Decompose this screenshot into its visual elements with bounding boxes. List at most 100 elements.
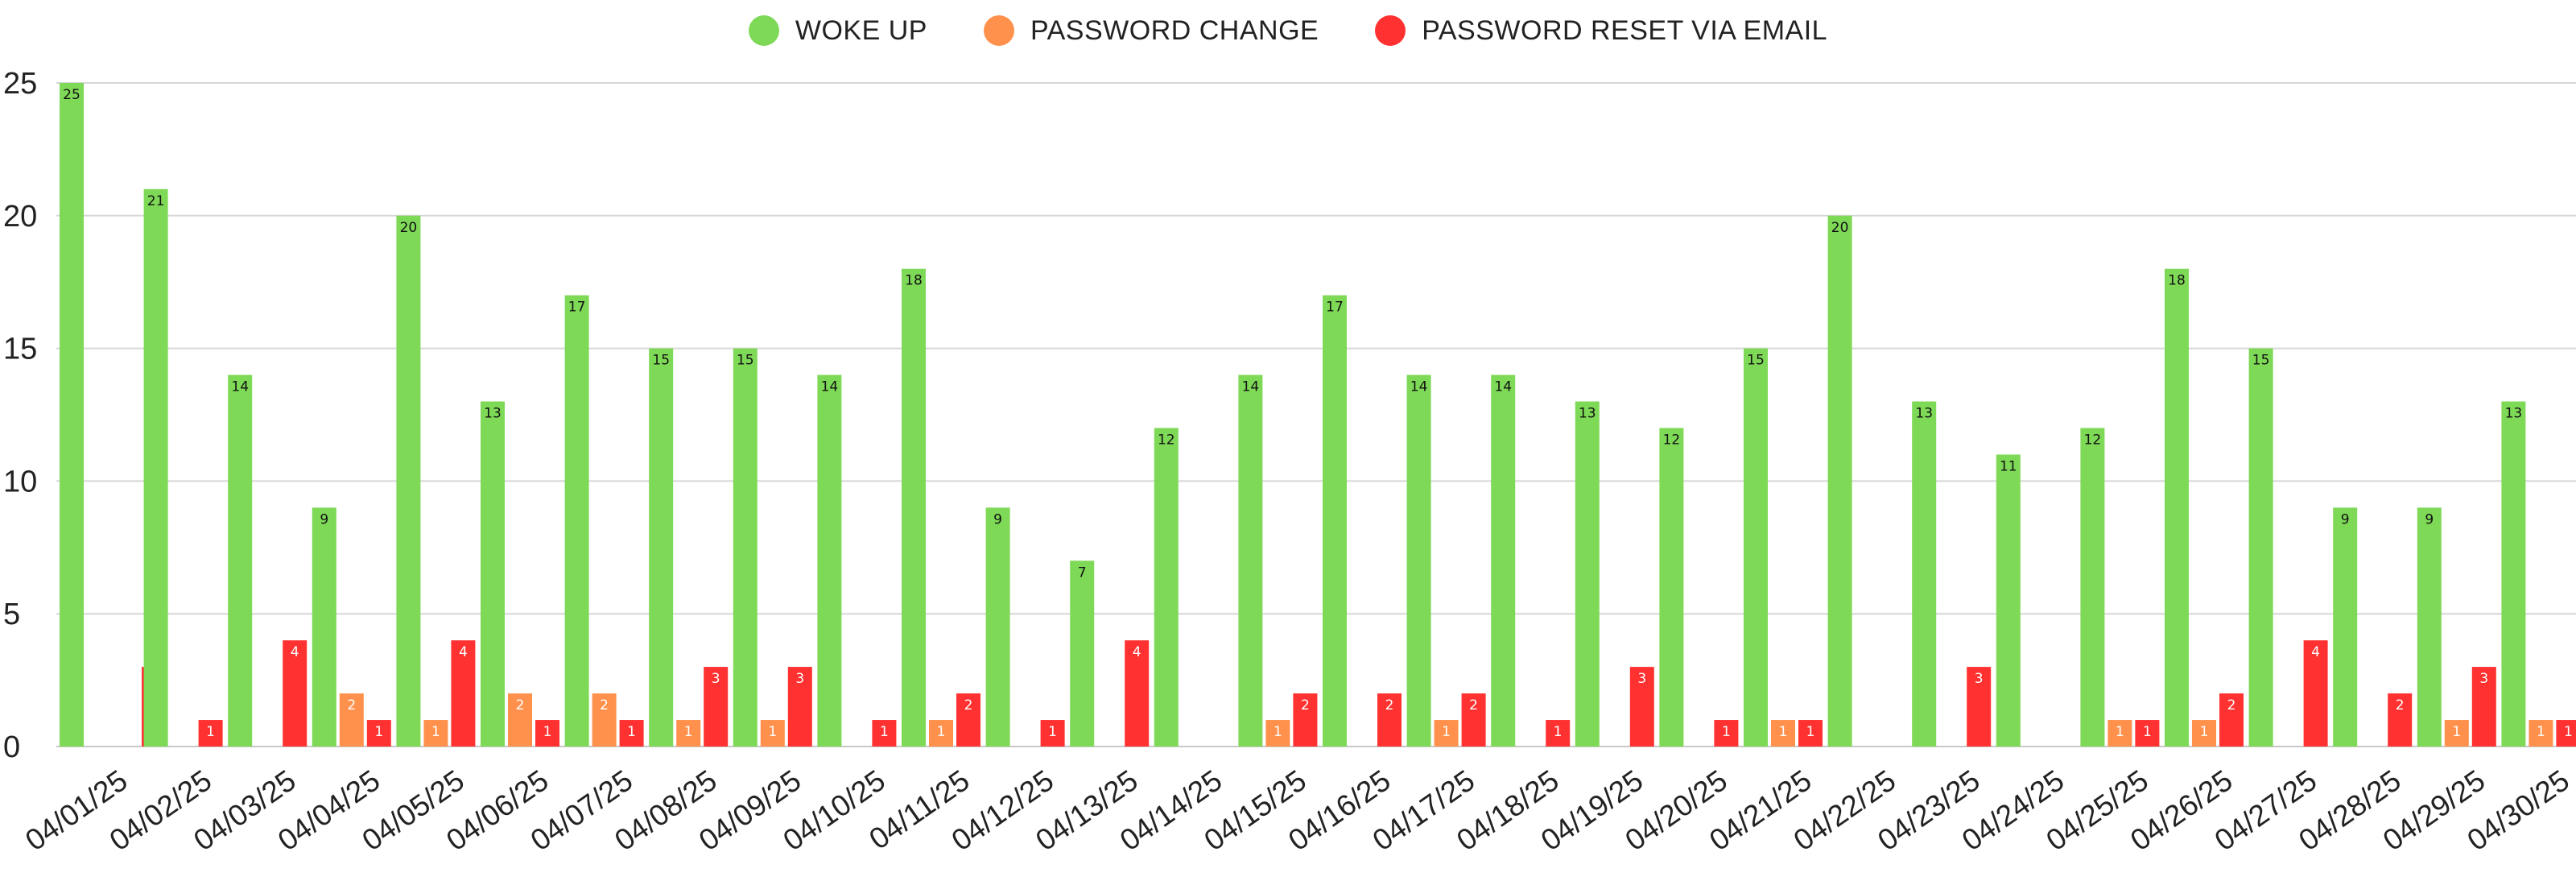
data-label: 9 [993,511,1002,527]
bar-woke-up [1238,374,1263,747]
bar-woke-up [985,507,1010,747]
bar-password-reset-via-email [2388,693,2413,747]
data-label: 20 [400,220,418,236]
bar-woke-up [2080,428,2105,747]
bar-woke-up [1323,295,1347,747]
data-label: 2 [516,697,525,713]
data-label: 4 [1133,644,1141,660]
data-label: 1 [684,724,693,740]
bar-password-reset-via-email [2556,720,2576,747]
legend-label-woke-up: WOKE UP [795,14,927,46]
bar-password-change [2444,720,2469,747]
data-label: 21 [147,193,165,209]
bar-password-reset-via-email [366,720,391,747]
bar-woke-up [817,374,842,747]
data-label: 9 [2341,511,2350,527]
data-label: 1 [206,724,215,740]
data-label: 11 [2000,458,2017,474]
data-label: 9 [2425,511,2434,527]
bar-password-change [929,720,953,747]
data-label: 13 [2505,406,2523,422]
legend-item-password-reset: PASSWORD RESET VIA EMAIL [1375,15,1827,47]
bar-password-reset-via-email [1714,720,1739,747]
data-label: 14 [1494,379,1512,395]
bar-woke-up [1406,374,1431,747]
data-label: 2 [1385,697,1394,713]
bar-woke-up [1996,454,2021,747]
data-label: 17 [568,300,586,316]
bar-woke-up [143,188,168,747]
bar-woke-up [396,215,421,747]
bar-password-reset-via-email [1798,720,1823,747]
y-tick-label: 0 [3,730,20,764]
bar-password-reset-via-email [451,640,476,747]
data-label: 18 [2168,273,2186,289]
data-label: 1 [431,724,440,740]
data-label: 14 [231,379,249,395]
y-tick-label: 15 [3,333,37,366]
bar-woke-up [1575,401,1600,747]
bar-woke-up [1154,428,1179,747]
bar-password-change [1265,720,1290,747]
bar-password-reset-via-email [1629,667,1654,747]
bar-password-reset-via-email [1293,693,1318,747]
bar-password-reset-via-email [1967,667,1992,747]
chart-legend: WOKE UP PASSWORD CHANGE PASSWORD RESET V… [0,11,2576,50]
legend-swatch-woke-up [748,15,779,46]
data-label: 1 [2200,724,2209,740]
data-label: 1 [2452,724,2461,740]
bar-password-reset-via-email [872,720,897,747]
bar-woke-up [2248,348,2273,747]
bar-password-reset-via-email [2471,667,2496,747]
data-label: 13 [1579,406,1596,422]
bar-password-change [2107,720,2132,747]
data-label: 1 [1806,724,1815,740]
data-label: 15 [737,353,754,369]
bar-password-reset-via-email [2135,720,2160,747]
data-label: 12 [1158,432,1175,448]
bar-woke-up [564,295,589,747]
data-label: 13 [484,406,502,422]
data-label: 1 [2564,724,2573,740]
data-label: 7 [1078,565,1087,581]
data-label: 1 [880,724,889,740]
data-label: 15 [652,353,670,369]
bar-password-reset-via-email [1125,640,1150,747]
data-label: 17 [1326,300,1344,316]
bar-woke-up [902,268,926,747]
data-label: 25 [63,87,80,103]
bar-woke-up [1827,215,1852,747]
bar-woke-up [312,507,336,747]
data-label: 15 [1747,353,1765,369]
bar-password-reset-via-email [2219,693,2244,747]
bar-password-reset-via-email [2303,640,2328,747]
legend-swatch-password-change [983,15,1014,46]
bar-woke-up [1744,348,1768,747]
data-label: 1 [1442,724,1451,740]
data-label: 1 [1554,724,1563,740]
bar-password-change [2192,720,2216,747]
bar-woke-up [1912,401,1937,747]
data-label: 1 [543,724,552,740]
bar-woke-up [1491,374,1516,747]
data-label: 20 [1831,220,1849,236]
data-label: 1 [374,724,383,740]
bar-password-reset-via-email [198,720,223,747]
bar-password-reset-via-email [1546,720,1571,747]
data-label: 2 [1469,697,1478,713]
data-label: 3 [1975,671,1984,687]
bar-woke-up [1659,428,1684,747]
y-tick-label: 20 [3,200,37,234]
bar-woke-up [733,348,758,747]
bar-woke-up [2165,268,2189,747]
data-label: 13 [1915,406,1933,422]
bar-password-change [1434,720,1459,747]
data-label: 9 [320,511,328,527]
bar-password-change [423,720,448,747]
bar-password-reset-via-email [787,667,812,747]
data-label: 4 [291,644,299,660]
data-label: 1 [1722,724,1731,740]
legend-label-password-change: PASSWORD CHANGE [1030,14,1319,46]
